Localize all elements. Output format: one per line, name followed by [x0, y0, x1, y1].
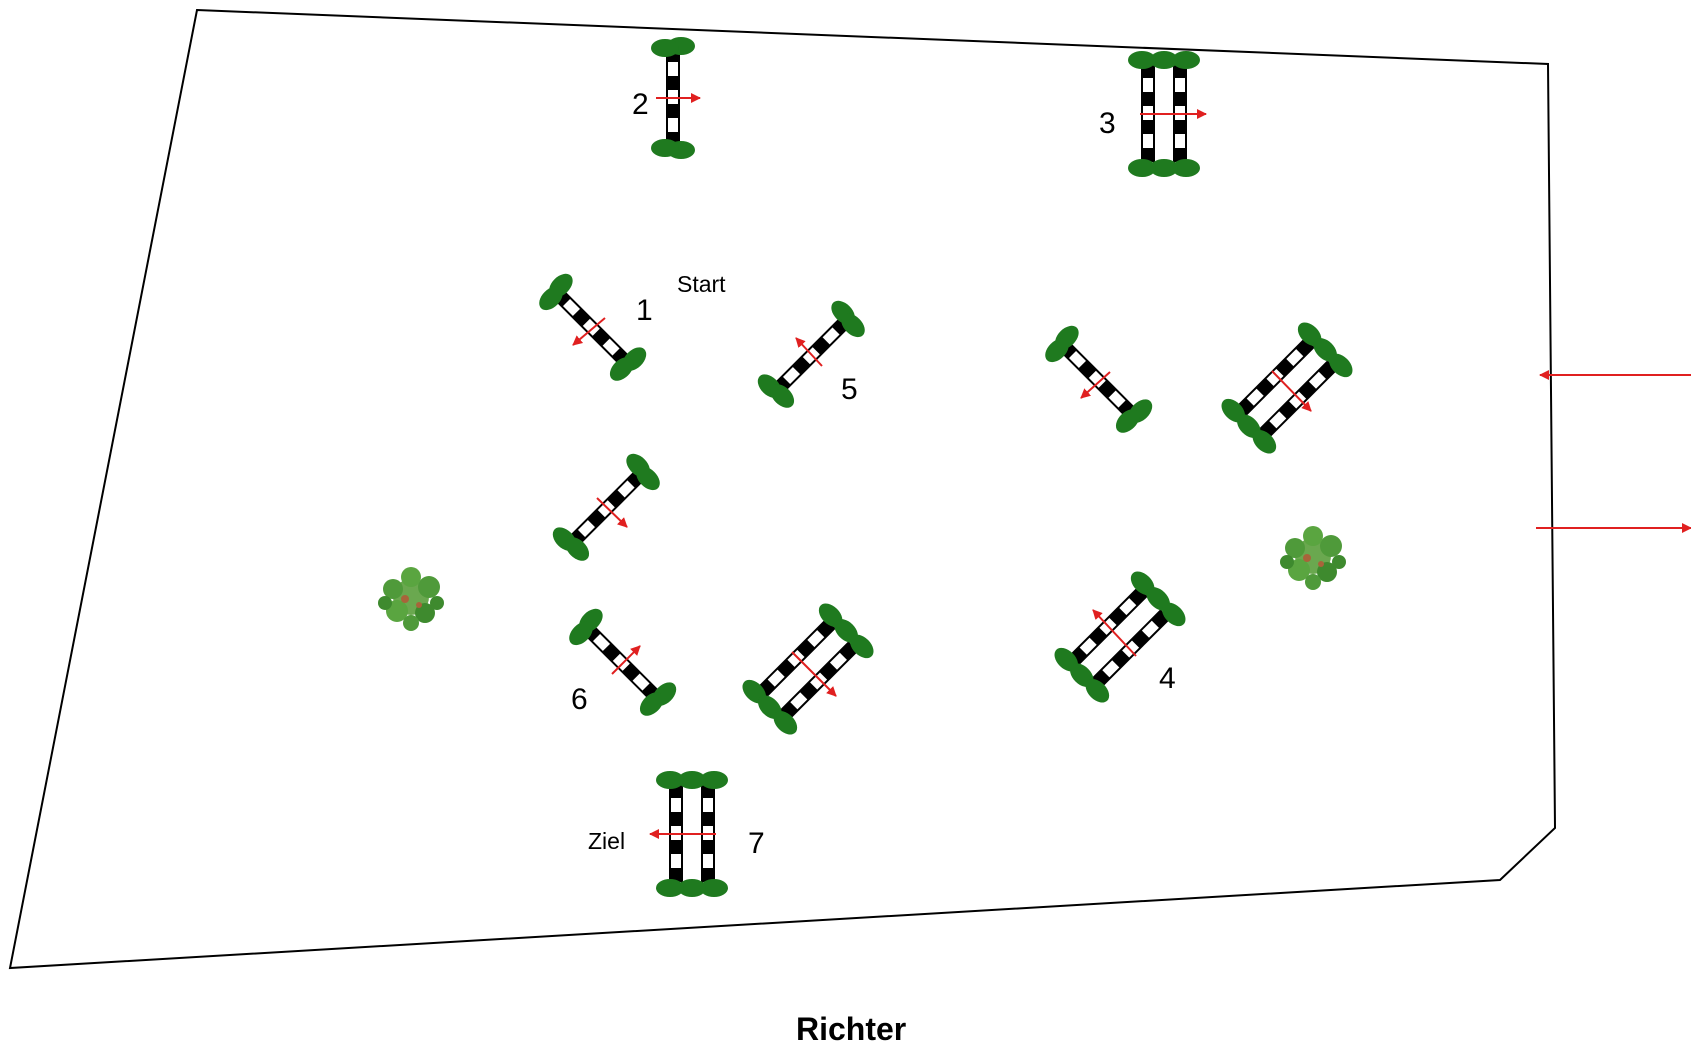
judge-label: Richter	[796, 1011, 906, 1042]
bush-icon	[378, 567, 444, 631]
fence-right-upper-single	[1038, 320, 1158, 440]
direction-arrow-icon	[1092, 609, 1137, 657]
fence-number-2: 2	[632, 88, 649, 121]
direction-arrow-icon	[795, 337, 823, 367]
direction-arrow-icon	[572, 317, 606, 346]
direction-arrow-icon	[1080, 371, 1111, 399]
direction-arrow-icon	[596, 497, 628, 528]
bush-icon	[1280, 526, 1346, 590]
fence-number-4: 4	[1159, 662, 1176, 695]
direction-arrow-icon	[1271, 370, 1312, 412]
arena-border	[8, 8, 1557, 970]
fence-number-7: 7	[748, 827, 765, 860]
fence-right-upper-oxer	[1215, 316, 1359, 460]
direction-arrow-icon	[791, 651, 837, 697]
finish-label: Ziel	[588, 828, 625, 854]
fence-number-6: 6	[571, 683, 588, 716]
fence-number-1: 1	[636, 294, 653, 327]
fence-number-5: 5	[841, 373, 858, 406]
direction-arrow-icon	[611, 645, 641, 675]
start-label: Start	[677, 271, 726, 297]
fence-number-3: 3	[1099, 107, 1116, 140]
